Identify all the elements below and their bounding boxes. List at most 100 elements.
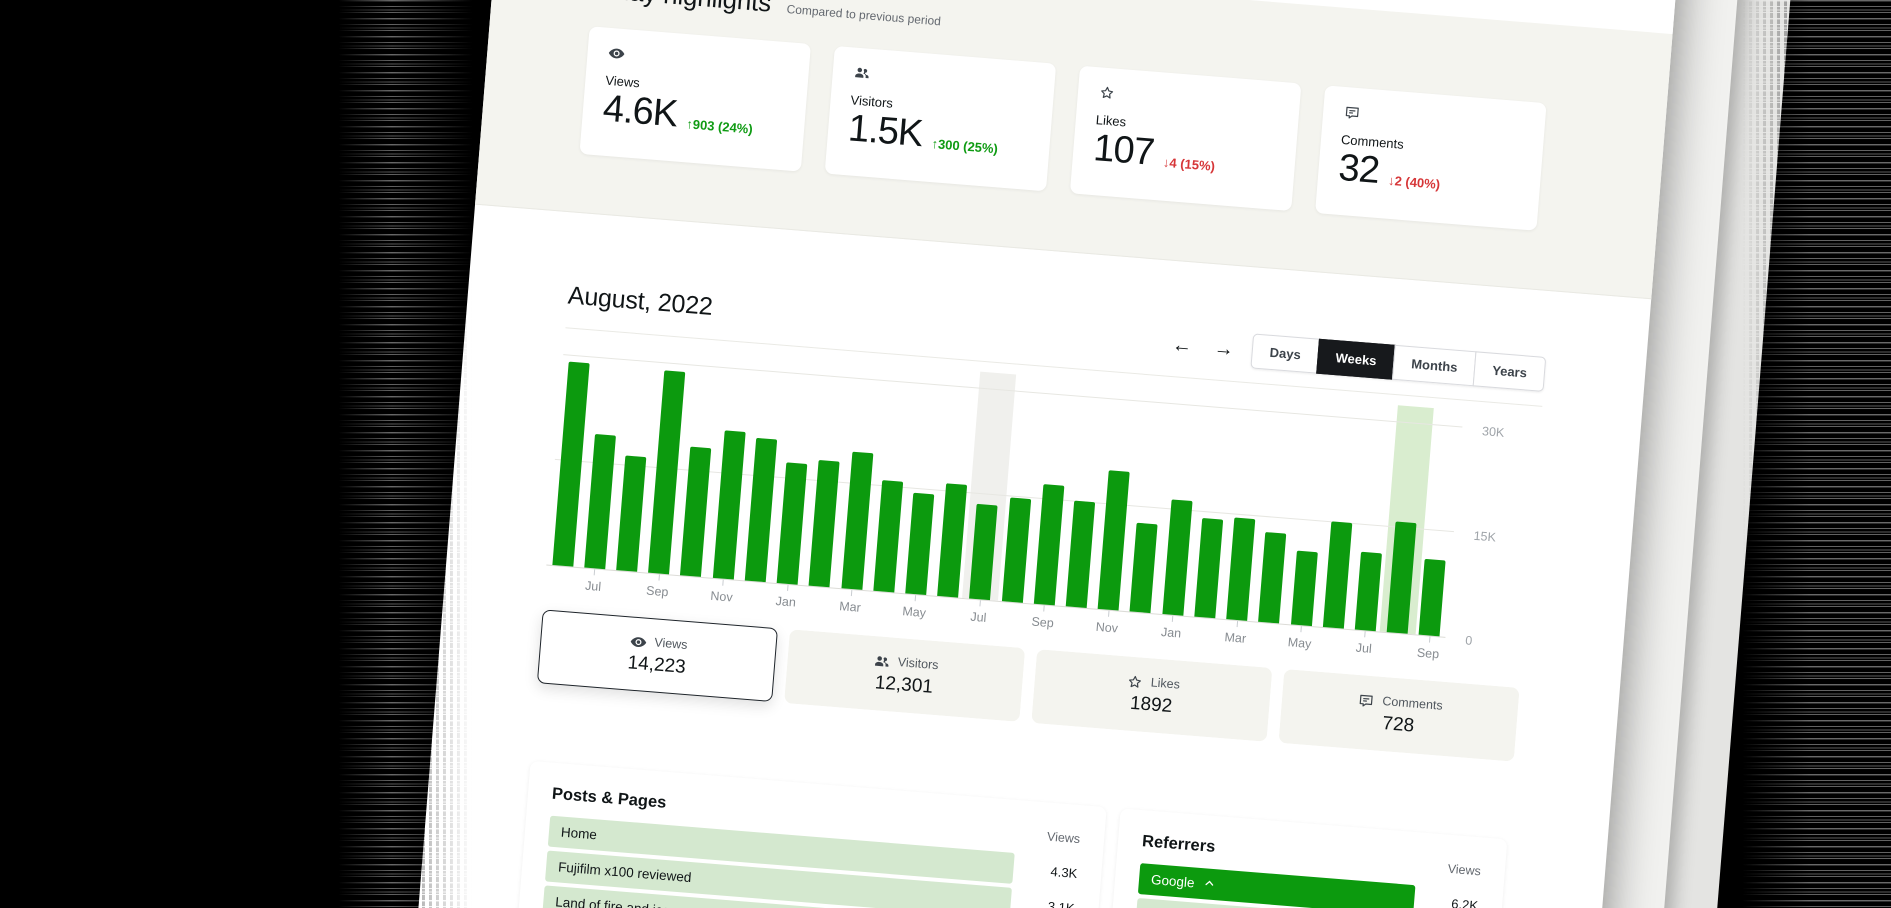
highlight-card-value: 4.6K: [601, 87, 679, 136]
views-bar[interactable]: [1033, 484, 1065, 606]
post-row-label-text: Fujifilm x100 reviewed: [557, 859, 692, 886]
x-axis-tick: [658, 574, 660, 581]
highlight-card-trend: ↑903 (24%): [685, 116, 754, 137]
summary-tab-likes[interactable]: Likes 1892: [1031, 649, 1273, 742]
highlight-card-value: 32: [1337, 146, 1381, 192]
summary-tab-header: Views: [629, 632, 688, 652]
views-bar[interactable]: [680, 446, 712, 577]
period-tab-years[interactable]: Years: [1472, 351, 1547, 392]
chart-plot-area: Jul Sep Nov Jan Mar May Jul Sep Nov Jan Mar May Jul S…: [546, 338, 1464, 661]
views-bar[interactable]: [616, 455, 647, 572]
summary-tab-visitors[interactable]: Visitors 12,301: [784, 629, 1026, 722]
referrer-row-value: 6.2K: [1450, 896, 1479, 908]
seven-day-highlights-section: 7-day highlights Compared to previous pe…: [475, 0, 1673, 300]
views-bar[interactable]: [1322, 520, 1353, 629]
period-tab-months[interactable]: Months: [1392, 344, 1477, 387]
star-icon: [1125, 672, 1144, 688]
views-bar[interactable]: [1290, 550, 1318, 627]
period-tab-days[interactable]: Days: [1250, 333, 1321, 374]
views-bar[interactable]: [1418, 559, 1446, 637]
views-bar[interactable]: [551, 361, 590, 567]
x-axis-tick: [1171, 615, 1174, 622]
eye-icon: [607, 44, 627, 65]
highlight-card-trend: ↑300 (25%): [930, 136, 999, 157]
views-bar[interactable]: [744, 438, 778, 583]
referrers-list: Google 6.2K: [1135, 863, 1479, 908]
period-tab-weeks[interactable]: Weeks: [1316, 338, 1396, 380]
views-bar[interactable]: [1354, 552, 1382, 632]
views-bar[interactable]: [840, 451, 873, 590]
highlight-cards-row: Views 4.6K ↑903 (24%) Visitors 1.5K ↑300 (25%…: [579, 26, 1566, 232]
referrer-row-label: Google: [1150, 864, 1217, 900]
x-axis-tick: [1364, 631, 1367, 638]
period-granularity-tabs: Days Weeks Months Years: [1250, 333, 1547, 392]
views-bar[interactable]: [1162, 498, 1193, 616]
views-bar[interactable]: [712, 429, 746, 580]
views-bar[interactable]: [905, 492, 935, 596]
post-row-label-text: Home: [560, 824, 598, 843]
x-axis-label: Jul: [584, 578, 602, 594]
x-axis-label: May: [901, 604, 927, 621]
highlight-card-value: 107: [1091, 127, 1156, 174]
summary-tab-value: 14,223: [626, 652, 687, 678]
x-axis-label: Mar: [838, 599, 862, 615]
summary-tab-label: Comments: [1381, 693, 1444, 713]
views-bar[interactable]: [1258, 531, 1287, 624]
eye-icon: [629, 632, 648, 648]
views-bar[interactable]: [1097, 470, 1130, 611]
previous-period-button[interactable]: ←: [1167, 332, 1197, 358]
views-bar[interactable]: [584, 434, 616, 570]
visitors-icon: [872, 652, 891, 668]
referrer-row-label-text: Google: [1150, 872, 1196, 891]
summary-tab-label: Visitors: [897, 654, 940, 672]
referrers-card: Referrers Views Google 6.2K: [1106, 808, 1508, 908]
views-bar[interactable]: [776, 462, 808, 585]
referrers-title: Referrers: [1141, 832, 1217, 857]
referrer-row[interactable]: Google 6.2K: [1137, 863, 1479, 908]
views-bar[interactable]: [1226, 517, 1256, 621]
referrers-views-column-header: Views: [1447, 861, 1482, 879]
summary-tab-value: 728: [1381, 713, 1415, 737]
summary-tab-header: Visitors: [872, 652, 939, 672]
views-bar[interactable]: [648, 370, 686, 575]
views-bar[interactable]: [1001, 497, 1031, 603]
y-axis-label: 0: [1464, 633, 1473, 648]
next-period-button[interactable]: →: [1209, 336, 1239, 362]
x-axis-label: May: [1287, 635, 1312, 652]
views-bar[interactable]: [1194, 517, 1224, 619]
summary-tab-views[interactable]: Views 14,223: [536, 609, 779, 703]
highlight-card-likes: Likes 107 ↓4 (15%): [1069, 65, 1302, 212]
highlight-card-comments: Comments 32 ↓2 (40%): [1315, 85, 1547, 231]
metric-summary-tabs: Views 14,223 Visitors 12,301 Likes 1892 Commen…: [536, 609, 1520, 762]
summary-tab-value: 12,301: [874, 672, 934, 698]
posts-views-column-header: Views: [1046, 829, 1081, 847]
post-row-label: Home: [560, 817, 598, 851]
post-row-value: 3.1K: [1047, 898, 1076, 908]
summary-tab-header: Likes: [1125, 672, 1180, 691]
x-axis-tick: [1300, 626, 1302, 633]
summary-tab-header: Comments: [1357, 691, 1443, 713]
x-axis-tick: [979, 600, 981, 607]
highlight-card-value: 1.5K: [846, 107, 924, 156]
posts-pages-title: Posts & Pages: [551, 784, 668, 812]
x-axis-label: Nov: [1095, 619, 1119, 636]
views-bar[interactable]: [1129, 522, 1159, 614]
x-axis-label: Sep: [1416, 645, 1440, 662]
x-axis-tick: [786, 584, 789, 591]
x-axis-tick: [593, 569, 596, 576]
summary-tab-comments[interactable]: Comments 728: [1278, 669, 1520, 762]
highlights-title: 7-day highlights: [591, 0, 773, 19]
traffic-section: August, 2022 ← → Days Weeks Months Years Ju…: [437, 205, 1651, 770]
views-bar[interactable]: [1065, 500, 1096, 608]
x-axis-label: Jul: [1355, 640, 1373, 656]
x-axis-tick: [1428, 636, 1431, 643]
summary-tab-value: 1892: [1129, 692, 1173, 718]
x-axis-label: Jan: [1160, 625, 1182, 641]
views-bar[interactable]: [873, 480, 903, 593]
post-row-label-text: Land of fire and ice: [554, 894, 671, 908]
x-axis-tick: [915, 595, 917, 602]
summary-tab-label: Views: [653, 634, 689, 652]
highlight-card-trend: ↓2 (40%): [1387, 172, 1441, 192]
period-controls: ← → Days Weeks Months Years: [1167, 327, 1547, 392]
